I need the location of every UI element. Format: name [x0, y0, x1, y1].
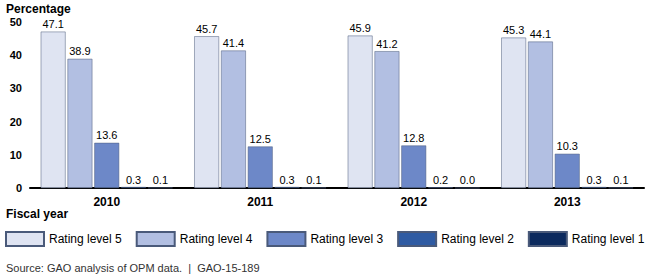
svg-text:13.6: 13.6	[96, 129, 117, 141]
svg-text:Fiscal year: Fiscal year	[6, 207, 68, 221]
svg-text:12.8: 12.8	[403, 132, 424, 144]
svg-text:0.2: 0.2	[433, 174, 448, 186]
svg-text:Rating level 1: Rating level 1	[572, 232, 645, 246]
svg-text:0.3: 0.3	[126, 174, 141, 186]
svg-text:50: 50	[10, 16, 22, 28]
svg-text:44.1: 44.1	[530, 28, 551, 40]
svg-text:0.1: 0.1	[613, 174, 628, 186]
svg-text:0.1: 0.1	[153, 174, 168, 186]
svg-text:2013: 2013	[554, 195, 581, 209]
svg-text:Source: GAO analysis of OPM da: Source: GAO analysis of OPM data. | GAO-…	[6, 262, 260, 274]
svg-text:47.1: 47.1	[42, 18, 63, 30]
svg-text:Rating level 3: Rating level 3	[310, 232, 383, 246]
svg-text:2010: 2010	[93, 195, 120, 209]
svg-text:0: 0	[16, 182, 22, 194]
svg-text:0.3: 0.3	[279, 174, 294, 186]
svg-text:45.7: 45.7	[196, 23, 217, 35]
svg-text:41.2: 41.2	[376, 38, 397, 50]
svg-text:0.0: 0.0	[460, 174, 475, 186]
svg-text:Rating level 5: Rating level 5	[49, 232, 122, 246]
svg-text:45.3: 45.3	[503, 24, 524, 36]
svg-text:2011: 2011	[247, 195, 273, 209]
svg-text:12.5: 12.5	[250, 133, 271, 145]
svg-text:Percentage: Percentage	[6, 2, 71, 16]
svg-text:2012: 2012	[400, 195, 427, 209]
svg-text:40: 40	[10, 49, 22, 61]
svg-text:Rating level 4: Rating level 4	[180, 232, 253, 246]
svg-text:30: 30	[10, 82, 22, 94]
svg-text:10: 10	[10, 149, 22, 161]
svg-text:0.3: 0.3	[586, 174, 601, 186]
svg-text:0.1: 0.1	[306, 174, 321, 186]
svg-text:38.9: 38.9	[69, 45, 90, 57]
svg-text:41.4: 41.4	[223, 37, 244, 49]
svg-text:Rating level 2: Rating level 2	[441, 232, 514, 246]
svg-text:20: 20	[10, 116, 22, 128]
svg-text:10.3: 10.3	[557, 140, 578, 152]
svg-text:45.9: 45.9	[349, 22, 370, 34]
